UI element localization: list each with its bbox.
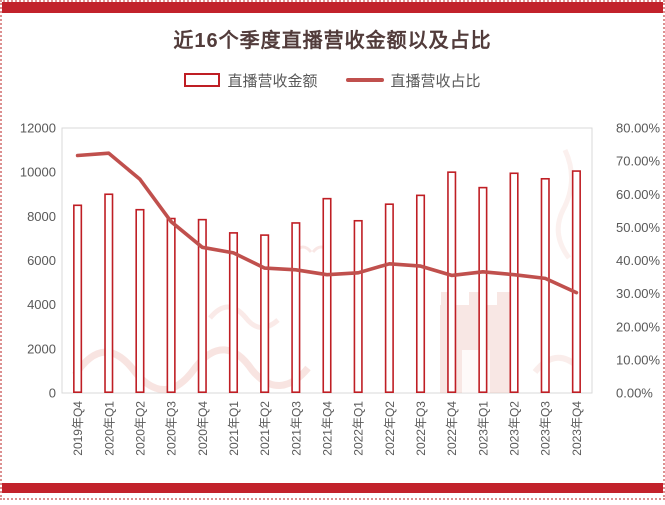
svg-text:2000: 2000 <box>27 341 56 356</box>
svg-text:4000: 4000 <box>27 297 56 312</box>
svg-text:6000: 6000 <box>27 253 56 268</box>
legend-label-revenue: 直播营收金额 <box>227 72 318 90</box>
svg-text:2020年Q2: 2020年Q2 <box>133 401 147 456</box>
svg-text:2021年Q4: 2021年Q4 <box>321 401 335 456</box>
bar-2020年Q4 <box>197 218 207 393</box>
y-axis-right-labels: 0.00% 10.00% 20.00% 30.00% 40.00% 50.00% 60.00… <box>616 121 661 401</box>
bar-2023年Q4 <box>571 170 581 393</box>
svg-text:60.00%: 60.00% <box>616 187 661 202</box>
svg-text:80.00%: 80.00% <box>616 121 661 136</box>
svg-text:2023年Q3: 2023年Q3 <box>539 401 553 456</box>
bar-2023年Q3 <box>540 177 550 394</box>
bar-2022年Q2 <box>384 203 394 393</box>
svg-text:2023年Q4: 2023年Q4 <box>570 401 584 456</box>
bar-2021年Q4 <box>322 197 332 394</box>
bars-series <box>73 170 581 394</box>
svg-text:0: 0 <box>49 386 56 401</box>
bar-2020年Q2 <box>135 208 145 393</box>
svg-text:2022年Q3: 2022年Q3 <box>414 401 428 456</box>
svg-text:50.00%: 50.00% <box>616 220 661 235</box>
bar-2020年Q1 <box>104 193 114 393</box>
top-red-band <box>2 2 663 13</box>
bar-2021年Q2 <box>260 234 270 394</box>
line-series <box>75 151 579 295</box>
legend: 直播营收金额 直播营收占比 <box>0 70 665 90</box>
svg-text:2020年Q1: 2020年Q1 <box>102 401 116 456</box>
svg-text:2022年Q4: 2022年Q4 <box>445 401 459 456</box>
svg-text:8000: 8000 <box>27 209 56 224</box>
svg-text:2022年Q2: 2022年Q2 <box>383 401 397 456</box>
bar-2022年Q4 <box>447 171 457 394</box>
svg-text:2019年Q4: 2019年Q4 <box>71 401 85 456</box>
bar-2021年Q1 <box>228 232 239 393</box>
bar-2022年Q1 <box>353 219 363 393</box>
line-swatch-icon <box>345 78 384 82</box>
svg-text:70.00%: 70.00% <box>616 154 661 169</box>
svg-text:2021年Q1: 2021年Q1 <box>227 401 241 456</box>
svg-text:10.00%: 10.00% <box>616 352 661 367</box>
legend-item-revenue: 直播营收金额 <box>184 70 318 91</box>
bar-2021年Q3 <box>291 222 301 393</box>
svg-text:0.00%: 0.00% <box>616 386 653 401</box>
legend-item-ratio: 直播营收占比 <box>345 70 481 91</box>
bar-2023年Q2 <box>509 172 519 393</box>
svg-text:2023年Q2: 2023年Q2 <box>508 401 522 456</box>
svg-text:10000: 10000 <box>20 165 56 180</box>
svg-text:20.00%: 20.00% <box>616 319 661 334</box>
bottom-red-band <box>2 483 663 493</box>
y-axis-left-labels: 0 2000 4000 6000 8000 10000 12000 <box>20 121 56 401</box>
bar-2022年Q3 <box>415 194 426 394</box>
svg-text:2023年Q1: 2023年Q1 <box>476 401 490 456</box>
bar-2023年Q1 <box>478 186 488 393</box>
legend-label-ratio: 直播营收占比 <box>390 72 481 90</box>
svg-text:40.00%: 40.00% <box>616 253 661 268</box>
bar-2019年Q4 <box>73 204 83 394</box>
svg-text:2021年Q3: 2021年Q3 <box>289 401 303 456</box>
svg-text:2021年Q2: 2021年Q2 <box>258 401 272 456</box>
svg-text:30.00%: 30.00% <box>616 286 661 301</box>
bar-swatch-icon <box>184 73 221 87</box>
svg-text:2020年Q3: 2020年Q3 <box>165 401 179 456</box>
svg-text:2022年Q1: 2022年Q1 <box>352 401 366 456</box>
bar-2020年Q3 <box>166 217 176 394</box>
svg-text:2020年Q4: 2020年Q4 <box>196 401 210 456</box>
chart-title: 近16个季度直播营收金额以及占比 <box>173 30 492 52</box>
svg-text:12000: 12000 <box>20 121 56 136</box>
x-axis-labels: 2019年Q4 2020年Q1 2020年Q2 2020年Q3 2020年Q4 2021年… <box>71 401 584 456</box>
